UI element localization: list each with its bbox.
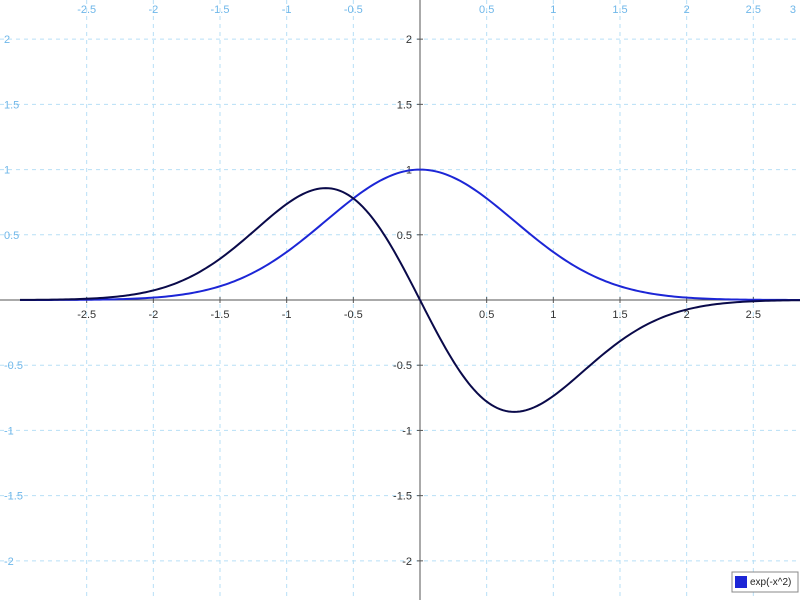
x-top-label: 1 (550, 4, 556, 16)
y-axis-label: -0.5 (393, 360, 412, 372)
y-left-label: 1 (4, 165, 10, 177)
y-axis-label: -1.5 (393, 491, 412, 503)
y-axis-label: 2 (406, 34, 412, 46)
x-top-label: 0.5 (479, 4, 494, 16)
x-top-label: 3 (790, 4, 796, 16)
x-top-label: -0.5 (344, 4, 363, 16)
y-left-label: 1.5 (4, 99, 19, 111)
y-left-label: -1.5 (4, 491, 23, 503)
y-left-label: -0.5 (4, 360, 23, 372)
x-axis-label: -1.5 (211, 309, 230, 321)
x-top-label: -1.5 (211, 4, 230, 16)
x-axis-label: 0.5 (479, 309, 494, 321)
x-top-label: -2 (148, 4, 158, 16)
y-left-label: -1 (4, 425, 14, 437)
x-axis-label: -0.5 (344, 309, 363, 321)
y-axis-label: -1 (402, 425, 412, 437)
y-left-label: -2 (4, 556, 14, 568)
y-axis-label: 0.5 (397, 230, 412, 242)
x-top-label: 1.5 (612, 4, 627, 16)
y-left-label: 0.5 (4, 230, 19, 242)
x-axis-label: -1 (282, 309, 292, 321)
x-axis-label: 1.5 (612, 309, 627, 321)
x-top-label: -2.5 (77, 4, 96, 16)
x-axis-label: 1 (550, 309, 556, 321)
x-top-label: 2 (684, 4, 690, 16)
x-axis-label: 2.5 (746, 309, 761, 321)
y-axis-label: -2 (402, 556, 412, 568)
x-top-label: 2.5 (746, 4, 761, 16)
y-left-label: 2 (4, 34, 10, 46)
legend-swatch (735, 576, 747, 588)
x-top-label: -1 (282, 4, 292, 16)
y-axis-label: 1.5 (397, 99, 412, 111)
x-axis-label: -2 (148, 309, 158, 321)
x-axis-label: -2.5 (77, 309, 96, 321)
legend-label: exp(-x^2) (750, 577, 791, 588)
function-plot: -2.5 -2 -1.5 -1 -0.5 0.5 1 1.5 2 2.5 3 2 1.5 1 0.5 -0.5… (0, 0, 800, 600)
